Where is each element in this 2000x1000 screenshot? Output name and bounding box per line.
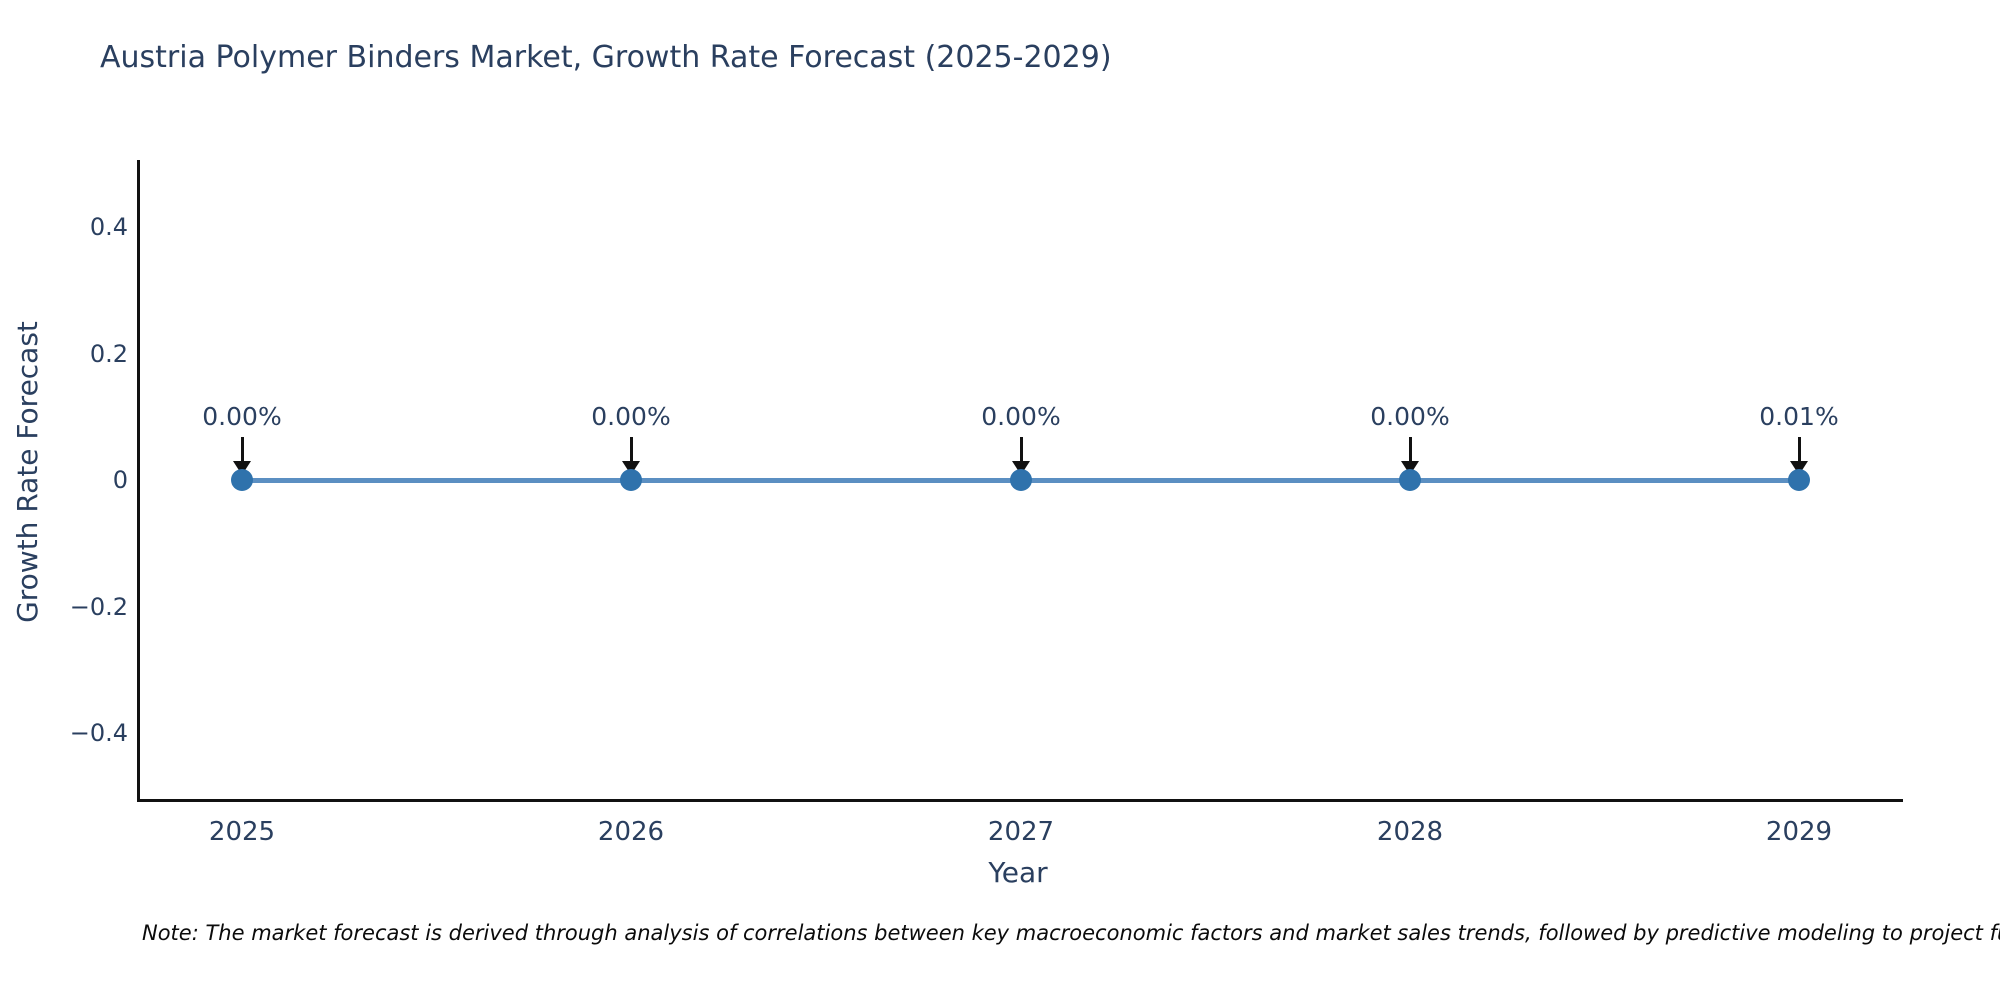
annotation-arrow-shaft-2028 [1408, 437, 1412, 463]
point-annotation-2027: 0.00% [981, 402, 1061, 431]
annotation-arrow-shaft-2029 [1797, 437, 1801, 463]
data-point-marker-2028[interactable] [1399, 469, 1421, 491]
footnote: Note: The market forecast is derived thr… [142, 921, 2000, 945]
annotation-arrow-shaft-2025 [240, 437, 244, 463]
point-annotation-2029: 0.01% [1759, 402, 1839, 431]
point-annotation-2026: 0.00% [591, 402, 671, 431]
x-tick-label-2025: 2025 [208, 817, 276, 847]
y-tick-label-−0.2: −0.2 [69, 593, 128, 621]
y-tick-label-−0.4: −0.4 [69, 719, 128, 747]
annotation-arrow-shaft-2026 [629, 437, 633, 463]
x-tick-label-2028: 2028 [1376, 817, 1444, 847]
annotation-arrow-shaft-2027 [1019, 437, 1023, 463]
point-annotation-2028: 0.00% [1370, 402, 1450, 431]
point-annotation-2025: 0.00% [202, 402, 282, 431]
data-point-marker-2026[interactable] [620, 469, 642, 491]
x-axis-line [137, 799, 1903, 802]
chart-title: Austria Polymer Binders Market, Growth R… [100, 40, 1112, 75]
data-point-marker-2025[interactable] [231, 469, 253, 491]
x-tick-label-2027: 2027 [987, 817, 1055, 847]
y-tick-label-0: 0 [112, 466, 128, 494]
y-tick-label-0.4: 0.4 [89, 213, 128, 241]
x-tick-label-2026: 2026 [597, 817, 665, 847]
y-tick-label-0.2: 0.2 [89, 340, 128, 368]
y-axis-line [137, 160, 140, 802]
x-axis-title: Year [988, 856, 1048, 889]
data-point-marker-2027[interactable] [1010, 469, 1032, 491]
data-point-marker-2029[interactable] [1788, 469, 1810, 491]
x-tick-label-2029: 2029 [1765, 817, 1833, 847]
